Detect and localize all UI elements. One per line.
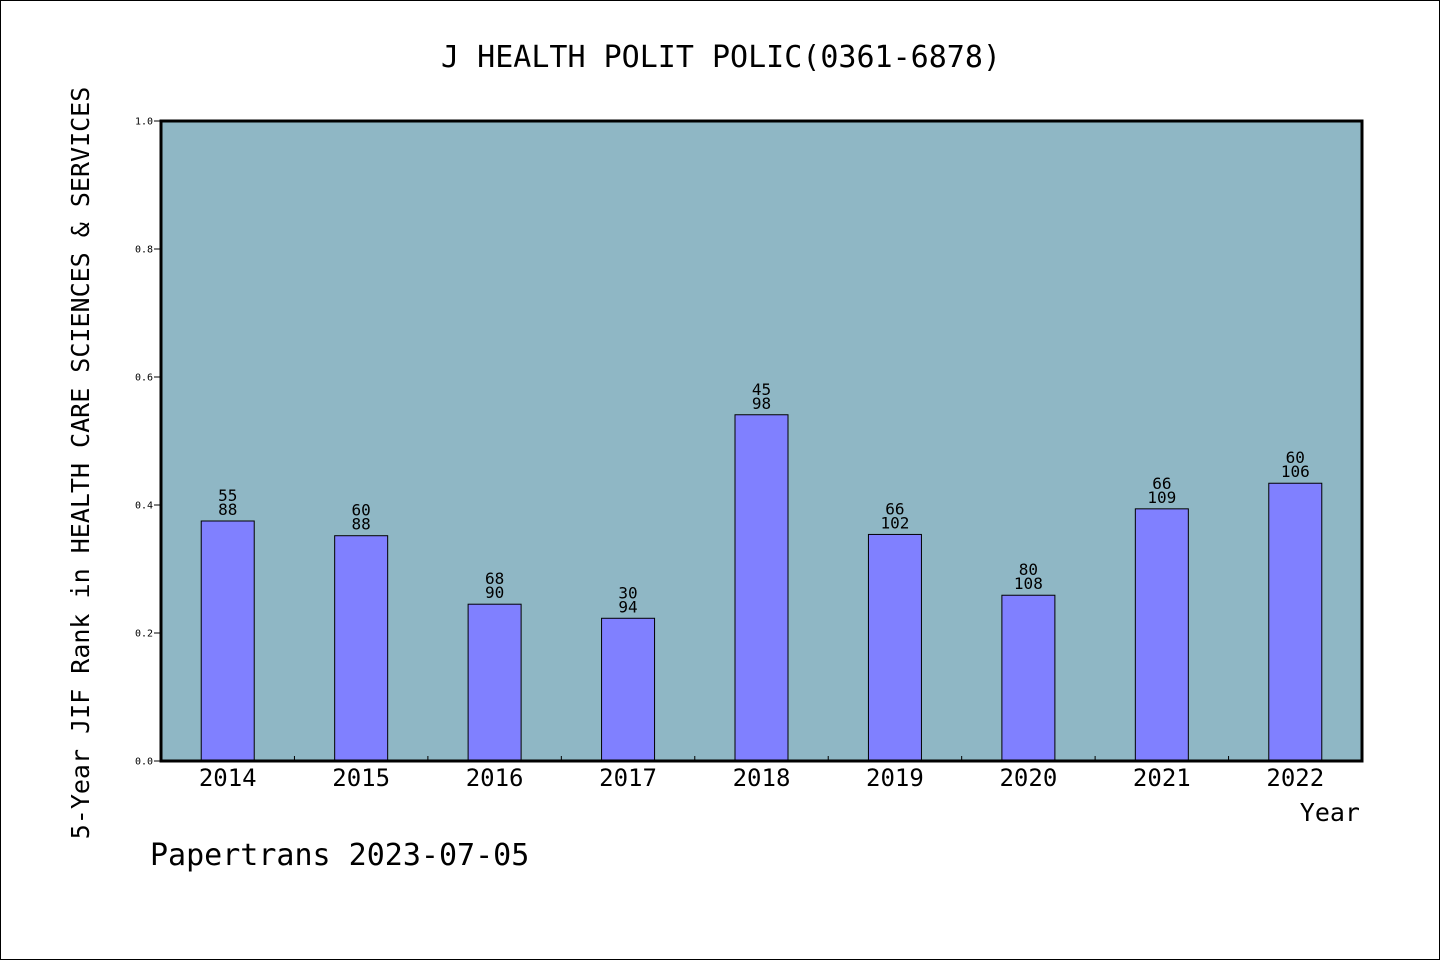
- bar-total-label: 108: [1014, 574, 1043, 593]
- y-tick-label: 0.2: [135, 629, 153, 640]
- bar-2022: [1268, 482, 1323, 762]
- bar-2018: [734, 414, 789, 762]
- x-tick-label: 2022: [1266, 764, 1324, 792]
- bar-2016: [467, 603, 522, 762]
- chart-title: J HEALTH POLIT POLIC(0361-6878): [441, 40, 1001, 75]
- bar-total-label: 98: [752, 394, 771, 413]
- bar-rank-label: 45: [752, 380, 771, 399]
- x-tick-label: 2015: [332, 764, 390, 792]
- x-tick-label: 2014: [199, 764, 257, 792]
- y-axis-label: 5-Year JIF Rank in HEALTH CARE SCIENCES …: [66, 87, 95, 840]
- bar-total-label: 88: [352, 515, 371, 534]
- x-tick-label: 2021: [1133, 764, 1191, 792]
- bar-total-label: 106: [1281, 462, 1310, 481]
- x-axis-label: Year: [1300, 798, 1360, 827]
- bar-rank-label: 66: [885, 499, 904, 518]
- y-tick-labels: 0.0 0.2 0.4 0.6 0.8 1.0: [135, 117, 153, 768]
- x-tick-labels: 2014 2015 2016 2017 2018 2019 2020 2021 2022: [199, 764, 1324, 792]
- y-tick-label: 0.4: [135, 501, 153, 512]
- y-tick-label: 1.0: [135, 117, 153, 128]
- x-tick-label: 2019: [866, 764, 924, 792]
- x-tick-label: 2018: [733, 764, 791, 792]
- bar-2021: [1134, 508, 1189, 762]
- bar-rank-label: 60: [1286, 448, 1305, 467]
- bar-rank-label: 66: [1152, 474, 1171, 493]
- bar-total-label: 88: [218, 500, 237, 519]
- bar-rank-label: 55: [218, 486, 237, 505]
- plot-border: [159, 119, 1364, 763]
- bar-rank-label: 30: [618, 583, 637, 602]
- bar-rank-label: 60: [352, 501, 371, 520]
- bar-total-label: 109: [1147, 488, 1176, 507]
- x-tick-label: 2016: [466, 764, 524, 792]
- bar-total-label: 90: [485, 583, 504, 602]
- bar-2017: [601, 617, 656, 762]
- x-tick-label: 2017: [599, 764, 657, 792]
- bar-2014: [200, 520, 255, 762]
- bar-rank-label: 68: [485, 569, 504, 588]
- bar-2019: [867, 533, 922, 762]
- footer-credit: Papertrans 2023-07-05: [150, 838, 529, 873]
- bar-2015: [334, 535, 389, 762]
- y-tick-label: 0.8: [135, 245, 153, 256]
- bars: [200, 414, 1323, 762]
- x-tick-label: 2020: [999, 764, 1057, 792]
- bar-total-label: 102: [880, 513, 909, 532]
- bar-total-label: 94: [618, 597, 637, 616]
- y-tick-label: 0.0: [135, 757, 153, 768]
- bar-rank-label: 80: [1019, 560, 1038, 579]
- bar-2020: [1001, 594, 1056, 762]
- y-tick-label: 0.6: [135, 373, 153, 384]
